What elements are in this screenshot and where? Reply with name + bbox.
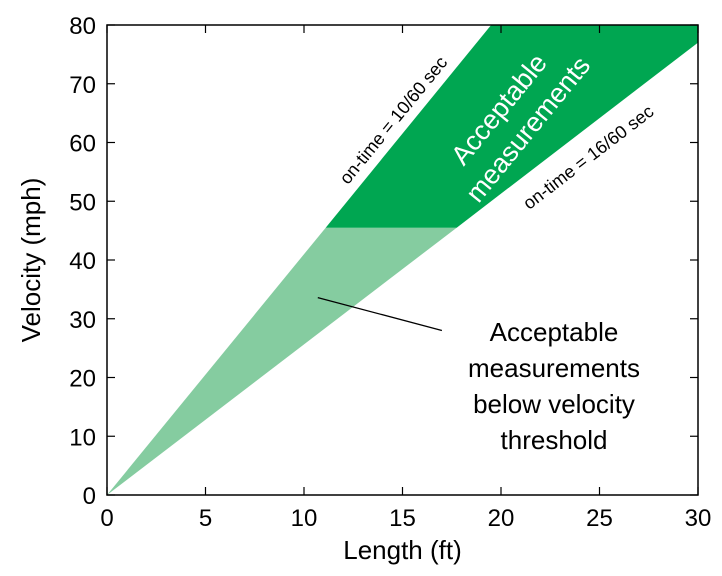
annotation-text-line: below velocity	[473, 389, 635, 419]
annotation-text-line: Acceptable	[490, 317, 619, 347]
y-tick-label: 0	[83, 483, 96, 510]
y-tick-label: 10	[69, 424, 96, 451]
x-tick-label: 0	[100, 505, 113, 532]
x-axis-title: Length (ft)	[343, 535, 462, 565]
y-axis-title: Velocity (mph)	[16, 178, 46, 343]
x-tick-label: 30	[685, 505, 712, 532]
x-tick-label: 25	[586, 505, 613, 532]
y-tick-label: 80	[69, 13, 96, 40]
region-acceptable	[325, 25, 698, 228]
y-tick-label: 60	[69, 131, 96, 158]
y-tick-label: 30	[69, 307, 96, 334]
x-tick-label: 10	[291, 505, 318, 532]
region-below-threshold	[107, 227, 457, 495]
annotation-text-line: measurements	[468, 353, 640, 383]
y-tick-label: 50	[69, 189, 96, 216]
y-tick-label: 20	[69, 366, 96, 393]
x-tick-label: 20	[488, 505, 515, 532]
y-tick-label: 70	[69, 72, 96, 99]
annotation-pointer-line	[317, 296, 443, 332]
x-tick-label: 15	[389, 505, 416, 532]
annotation-text-line: threshold	[501, 425, 608, 455]
x-tick-label: 5	[199, 505, 212, 532]
y-tick-label: 40	[69, 248, 96, 275]
